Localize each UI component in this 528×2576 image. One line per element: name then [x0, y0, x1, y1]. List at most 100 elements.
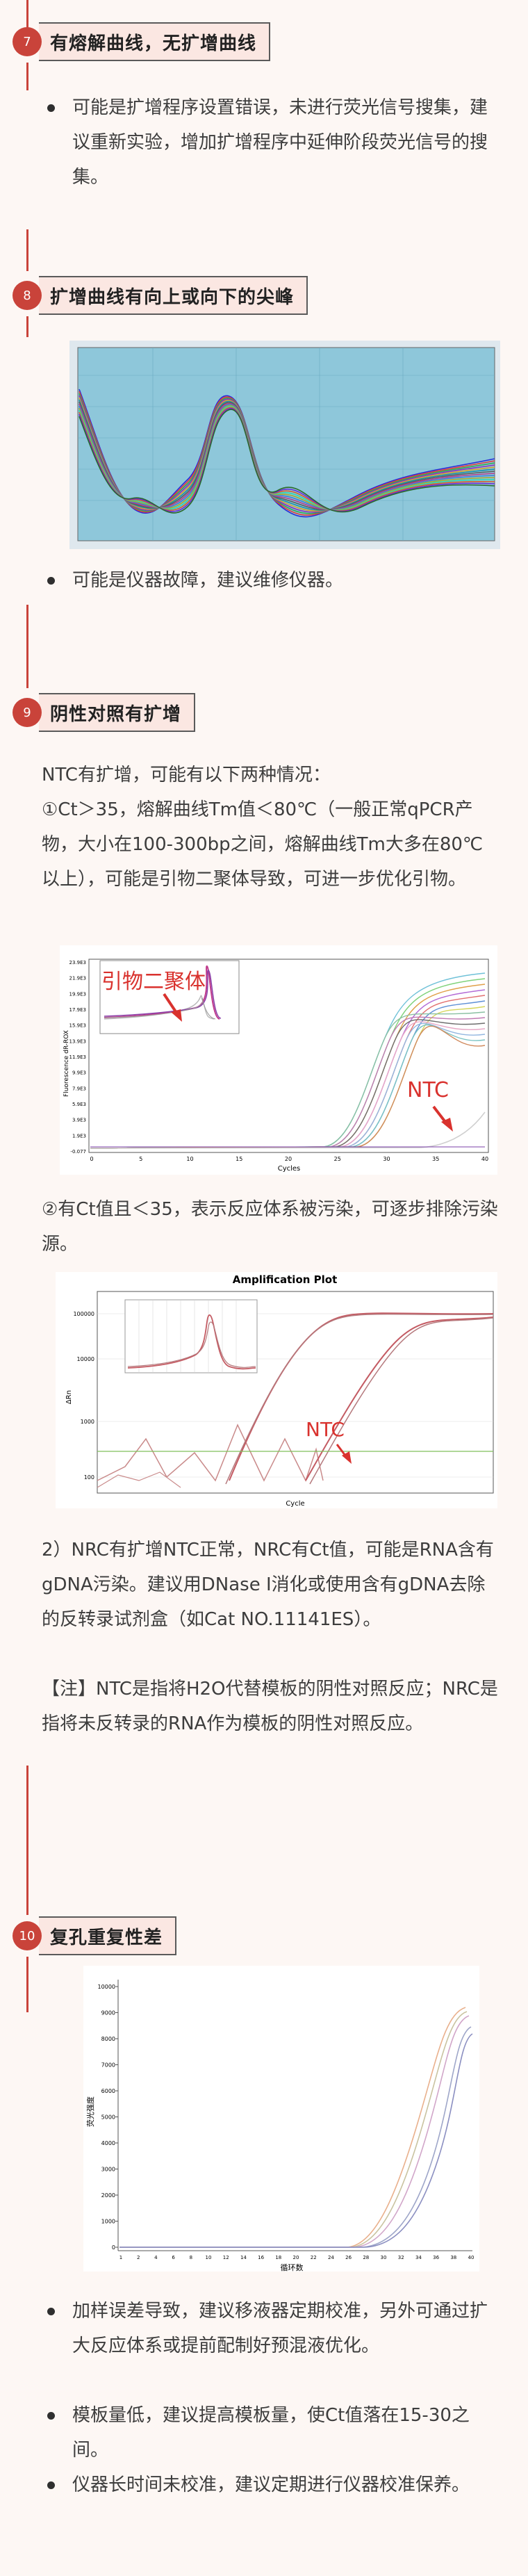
fig1-ylabel: Fluorescence dR-ROX: [63, 1030, 70, 1097]
section-10-bullet-1: 加样误差导致，建议移液器定期校准，另外可通过扩大反应体系或提前配制好预混液优化。: [47, 2294, 489, 2363]
fig1-curve: [90, 1024, 486, 1149]
spike-curve: [79, 399, 495, 511]
section-10-bullet-3: 仪器长时间未校准，建议定期进行仪器校准保养。: [47, 2468, 489, 2502]
fig2-yticks: 100000 10000 1000 100: [73, 1311, 94, 1481]
spike-curves: [79, 389, 495, 518]
fig1-xtick-label: 15: [236, 1156, 242, 1162]
fig3-xtick-label: 6: [172, 2255, 175, 2260]
fig1-xlabel: Cycles: [278, 1165, 301, 1173]
section-9-note: 【注】NTC是指将H2O代替模板的阴性对照反应；NRC是指将未反转录的RNA作为…: [42, 1679, 498, 1734]
fig3-xtick-label: 4: [154, 2255, 158, 2260]
fig1-ytick-label: 19.9E3: [69, 991, 86, 997]
fig1-ytick-label: 17.9E3: [69, 1007, 86, 1013]
spike-chart: [69, 341, 500, 549]
fig1-ytick-label: 9.9E3: [72, 1070, 86, 1076]
fig1-xtick-label: 30: [383, 1156, 390, 1162]
fig2-ntc-label: NTC: [306, 1418, 345, 1441]
fig2-ylabel: ΔRn: [65, 1390, 73, 1404]
fig1-ytick-label: 11.9E3: [69, 1054, 86, 1060]
section-10-number: 10: [13, 1921, 42, 1950]
fig3-xtick-label: 10: [206, 2255, 212, 2260]
fig3-ytick-label: 6000: [101, 2088, 115, 2094]
spike-amplification-figure: [69, 341, 500, 549]
fig1-ytick-label: 21.9E3: [69, 976, 86, 981]
fig1-xtick-label: 35: [432, 1156, 439, 1162]
fig2-chart: Amplification Plot 100000 10000 1000 100 ΔR…: [65, 1273, 494, 1508]
fig1-primer-dimer-label: 引物二聚体: [101, 970, 206, 994]
fig3-ytick-label: 2000: [101, 2192, 115, 2199]
section-10-header: 10 复孔重复性差: [13, 1915, 177, 1957]
fig2-ytick-label: 10000: [77, 1356, 94, 1362]
spike-curve: [79, 397, 495, 512]
section-9-number: 9: [13, 698, 42, 727]
section-10-line: [26, 1766, 28, 1915]
fig1-chart: 23.9E3 21.9E3 19.9E3 17.9E3 15.9E3 13.9E3 11.9…: [63, 959, 489, 1173]
fig1-xtick-label: 0: [90, 1156, 93, 1162]
section-7-number: 7: [13, 27, 42, 56]
fig1-ytick-label: 3.9E3: [72, 1118, 86, 1123]
fig2-curves: [97, 1312, 494, 1488]
fig1-xtick-label: 25: [334, 1156, 341, 1162]
section-9-case2: ②有Ct值且＜35，表示反应体系被污染，可逐步排除污染源。: [42, 1199, 498, 1255]
fig1-melt-inset: [99, 960, 240, 1034]
spike-curve: [79, 409, 495, 514]
fig3-xtick-label: 24: [328, 2255, 334, 2260]
section-7-line: [26, 0, 28, 28]
fig3-ytick-label: 9000: [101, 2010, 115, 2016]
section-7-header: 7 有熔解曲线，无扩增曲线: [13, 21, 271, 63]
spike-curve: [79, 408, 495, 512]
section-10-bullet-2: 模板量低，建议提高模板量，使Ct值落在15-30之间。: [47, 2398, 489, 2468]
fig3-yticks: 1000090008000700060005000400030002000100…: [98, 1984, 118, 2251]
fig1-amplification-curves: [90, 972, 486, 1149]
fig3-xtick-label: 22: [311, 2255, 317, 2260]
fig1-curve: [90, 1011, 486, 1149]
spike-curve: [79, 389, 495, 518]
fig1-ytick-label: 15.9E3: [69, 1023, 86, 1029]
fig1-xtick-label: 5: [139, 1156, 142, 1162]
fig1-xtick-label: 10: [186, 1156, 193, 1162]
fig3-curves: [119, 2007, 473, 2248]
fig3-xtick-label: 38: [450, 2255, 456, 2260]
fig3-xlabel: 循环数: [281, 2263, 304, 2272]
fig3-xtick-label: 16: [258, 2255, 264, 2260]
ntc-contamination-figure: Amplification Plot 100000 10000 1000 100 ΔR…: [56, 1272, 497, 1508]
fig3-xtick-label: 40: [468, 2255, 475, 2260]
fig1-curve: [90, 1016, 486, 1149]
fig1-ytick-label: 7.9E3: [72, 1086, 86, 1091]
replicate-variability-figure: 10000 9000 8000 7000 6000 5000 4000 3000 2000 100…: [83, 1966, 479, 2272]
section-8-bullet: 可能是仪器故障，建议维修仪器。: [47, 563, 489, 598]
section-10-line-b: [26, 1957, 28, 2012]
fig2-inset: [124, 1299, 258, 1373]
fig3-xtick-label: 8: [190, 2255, 192, 2260]
section-7: 7 有熔解曲线，无扩增曲线 可能是扩增程序设置错误，未进行荧光信号搜集，建议重新…: [0, 0, 528, 229]
section-9-nrc: 2）NRC有扩增NTC正常，NRC有Ct值，可能是RNA含有gDNA污染。建议用…: [42, 1540, 494, 1630]
section-8-number: 8: [13, 281, 42, 310]
fig3-xtick-label: 18: [275, 2255, 281, 2260]
spike-curve: [79, 405, 495, 511]
fig3-ytick-label: 1000: [101, 2219, 115, 2225]
fig1-xtick-label: 40: [481, 1156, 488, 1162]
fig3-ylabel: 荧光强度: [85, 2096, 95, 2127]
section-9-intro: NTC有扩增，可能有以下两种情况：: [42, 765, 331, 785]
fig3-xtick-label: 26: [345, 2255, 352, 2260]
fig3-xtick-label: 28: [363, 2255, 369, 2260]
section-9-line: [26, 605, 28, 688]
section-8-line-b: [26, 316, 28, 337]
fig1-ytick-label: 23.9E3: [69, 960, 86, 965]
fig1-curve: [90, 1022, 486, 1149]
section-10-title: 复孔重复性差: [39, 1916, 177, 1955]
spike-curve: [79, 393, 495, 514]
fig3-xtick-label: 36: [433, 2255, 439, 2260]
fig1-xticks: 0 5 10 15 20 25 30 35 40: [90, 1156, 488, 1162]
section-7-line-b: [26, 63, 28, 90]
fig3-xtick-label: 30: [381, 2255, 387, 2260]
fig3-xtick-label: 20: [293, 2255, 299, 2260]
fig2-ytick-label: 100000: [73, 1311, 94, 1317]
fig3-xtick-label: 32: [398, 2255, 404, 2260]
fig3-xticks: 1 2 4 6 8 10 12 14 16 18 20 22 24 26 28 30 32 34 36 38 40: [119, 2255, 475, 2260]
section-9-title: 阴性对照有扩增: [39, 693, 196, 732]
spike-curve: [79, 391, 495, 516]
section-8-header: 8 扩增曲线有向上或向下的尖峰: [13, 275, 308, 316]
fig3-ytick-label: 3000: [101, 2167, 115, 2173]
fig2-ytick-label: 100: [84, 1474, 94, 1481]
